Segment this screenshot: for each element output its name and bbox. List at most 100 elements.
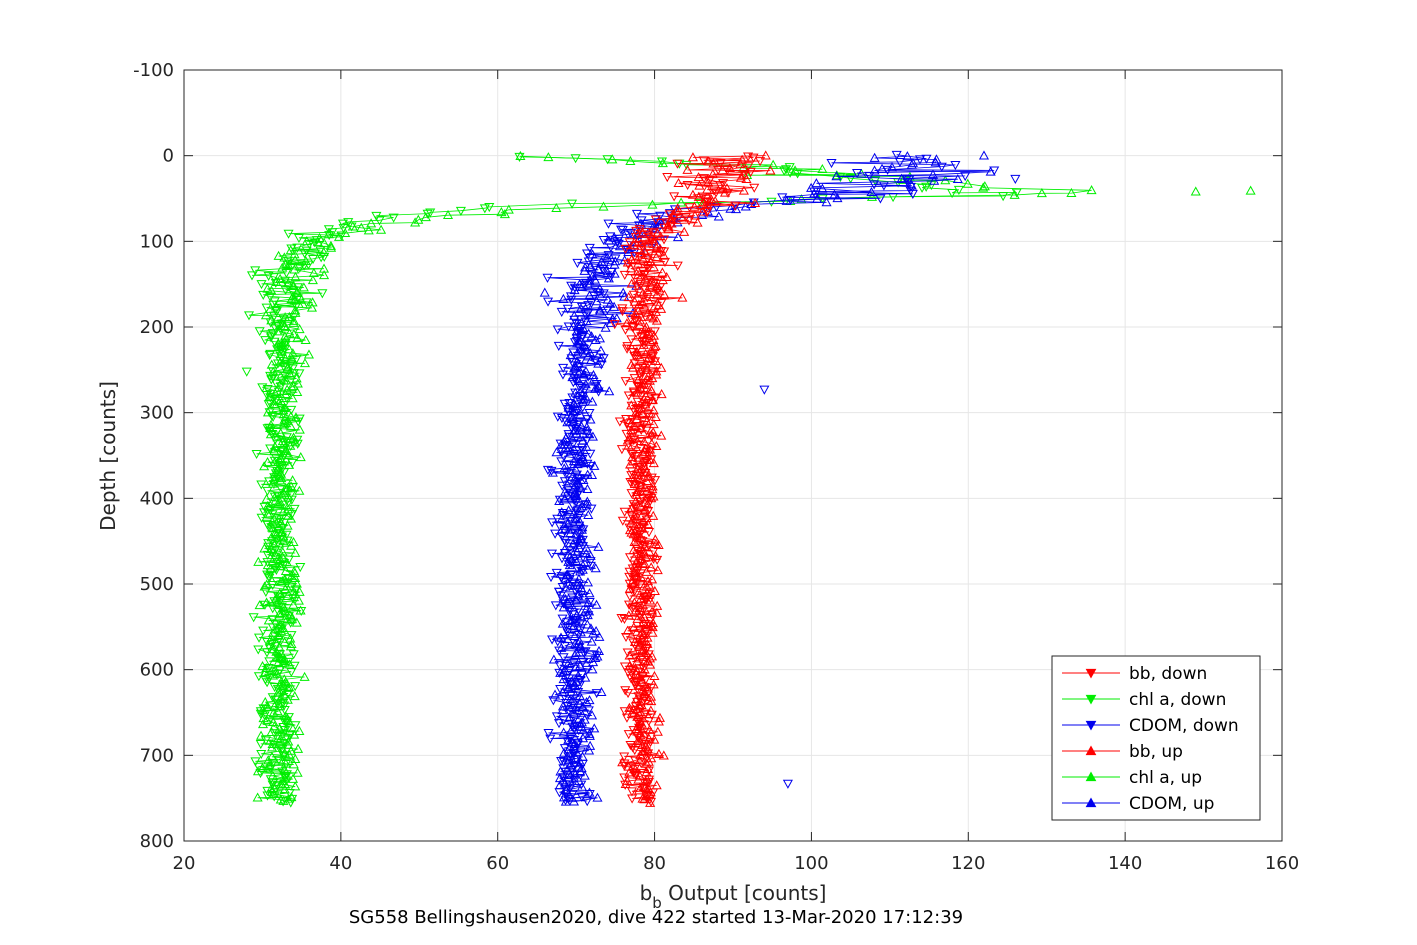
outlier-point bbox=[782, 779, 793, 789]
data-point bbox=[275, 560, 286, 571]
data-point bbox=[262, 407, 274, 417]
data-point bbox=[554, 779, 566, 790]
data-point bbox=[284, 459, 295, 469]
data-point bbox=[261, 303, 272, 313]
data-point bbox=[575, 356, 586, 366]
data-point bbox=[588, 369, 599, 380]
data-point bbox=[275, 794, 286, 804]
data-point bbox=[644, 375, 655, 385]
data-point bbox=[640, 391, 652, 401]
data-point bbox=[263, 400, 274, 410]
data-point bbox=[292, 767, 303, 777]
data-point bbox=[294, 424, 305, 434]
data-point bbox=[565, 759, 576, 769]
data-point bbox=[581, 548, 592, 558]
data-point bbox=[284, 659, 295, 669]
data-point bbox=[257, 704, 268, 714]
data-point bbox=[626, 400, 637, 410]
data-point bbox=[285, 421, 297, 431]
data-point bbox=[639, 446, 650, 456]
data-point bbox=[283, 736, 294, 746]
data-point bbox=[499, 208, 510, 219]
data-point bbox=[602, 252, 613, 262]
data-point bbox=[695, 198, 706, 209]
data-point bbox=[672, 261, 683, 271]
legend-marker bbox=[1085, 720, 1097, 731]
data-point bbox=[323, 229, 334, 239]
data-point bbox=[425, 208, 436, 218]
data-point bbox=[649, 327, 660, 337]
data-point bbox=[645, 691, 657, 701]
legend-label: CDOM, up bbox=[1129, 794, 1214, 814]
data-point bbox=[649, 342, 660, 352]
data-point bbox=[651, 289, 662, 299]
data-point bbox=[702, 184, 713, 194]
figure-caption: SG558 Bellingshausen2020, dive 422 start… bbox=[349, 907, 963, 928]
data-point bbox=[639, 505, 650, 515]
data-point bbox=[578, 393, 589, 403]
data-point bbox=[280, 583, 291, 593]
data-point bbox=[569, 744, 580, 754]
data-point bbox=[300, 255, 311, 266]
data-point bbox=[563, 754, 574, 765]
data-point bbox=[575, 533, 586, 543]
data-point bbox=[592, 792, 603, 802]
data-point bbox=[630, 605, 641, 615]
data-point bbox=[646, 275, 657, 285]
data-point bbox=[642, 638, 653, 648]
data-point bbox=[639, 794, 650, 804]
data-point bbox=[336, 231, 347, 241]
data-point bbox=[548, 654, 559, 664]
data-point bbox=[646, 438, 657, 448]
data-point bbox=[682, 180, 693, 191]
data-point bbox=[571, 338, 582, 348]
data-point bbox=[626, 787, 638, 797]
data-point bbox=[636, 674, 647, 684]
data-point bbox=[280, 353, 291, 363]
data-point bbox=[602, 294, 613, 304]
data-point bbox=[647, 484, 658, 494]
data-point bbox=[694, 180, 705, 190]
data-point bbox=[907, 189, 918, 200]
data-point bbox=[559, 520, 570, 530]
data-point bbox=[542, 465, 553, 475]
data-point bbox=[623, 230, 634, 240]
data-point bbox=[278, 506, 289, 516]
data-point bbox=[876, 163, 888, 173]
data-point bbox=[286, 540, 297, 550]
axes-box bbox=[183, 69, 1283, 842]
data-point bbox=[560, 442, 571, 452]
data-point bbox=[255, 768, 266, 779]
data-point bbox=[635, 486, 646, 496]
data-point bbox=[657, 157, 668, 168]
data-point bbox=[278, 487, 289, 497]
data-point bbox=[566, 199, 578, 209]
data-point bbox=[617, 304, 628, 314]
data-point bbox=[283, 260, 294, 270]
data-point bbox=[558, 674, 569, 684]
data-point bbox=[625, 459, 636, 469]
data-point bbox=[580, 342, 591, 352]
data-point bbox=[577, 751, 588, 761]
data-point bbox=[930, 157, 941, 167]
data-point bbox=[265, 292, 276, 302]
data-point bbox=[589, 373, 600, 383]
data-point bbox=[672, 232, 684, 242]
data-point bbox=[565, 527, 576, 537]
data-point bbox=[570, 405, 581, 415]
data-point bbox=[286, 667, 297, 678]
data-point bbox=[275, 427, 286, 438]
data-point bbox=[703, 177, 714, 187]
data-point bbox=[556, 554, 568, 564]
data-point bbox=[570, 529, 581, 539]
data-point bbox=[575, 640, 586, 650]
data-point bbox=[640, 312, 651, 322]
data-point bbox=[648, 491, 659, 501]
data-point bbox=[268, 707, 279, 718]
data-point bbox=[641, 647, 652, 657]
data-point bbox=[570, 769, 581, 779]
data-point bbox=[290, 254, 301, 265]
data-point bbox=[578, 474, 589, 484]
data-point bbox=[642, 727, 653, 737]
data-point bbox=[292, 386, 303, 397]
